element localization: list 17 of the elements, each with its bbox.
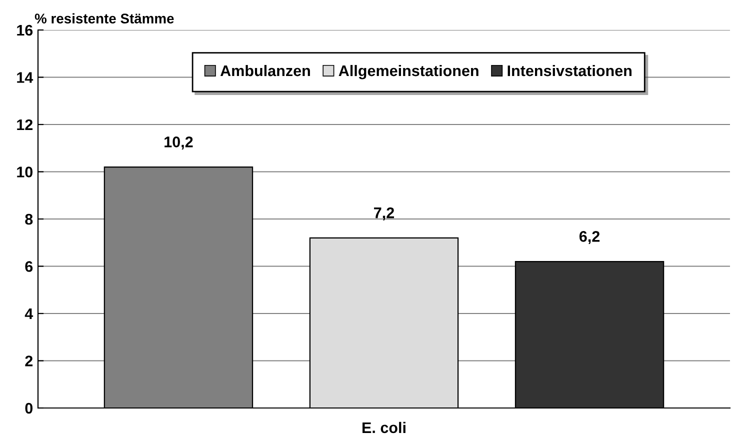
data-label: 10,2	[164, 136, 193, 150]
y-axis-title: % resistente Stämme	[34, 13, 174, 24]
y-tick-label: 16	[17, 24, 33, 36]
legend-label: Allgemeinstationen	[338, 64, 478, 80]
y-tick-label: 2	[25, 356, 33, 366]
y-tick-label: 12	[17, 119, 33, 130]
legend-label: Intensivstationen	[508, 64, 632, 76]
y-tick-label: 14	[17, 72, 34, 83]
y-tick-label: 10	[17, 166, 33, 178]
y-tick-label: 8	[25, 214, 33, 225]
data-label: 7,2	[374, 207, 394, 220]
y-tick-label: 4	[24, 308, 34, 320]
x-tick-label: E. coli	[362, 422, 406, 434]
y-tick-label: 0	[25, 402, 33, 414]
legend-label: Ambulanzen	[220, 64, 310, 76]
y-tick-label: 6	[25, 261, 33, 272]
data-label: 6,2	[579, 231, 600, 244]
